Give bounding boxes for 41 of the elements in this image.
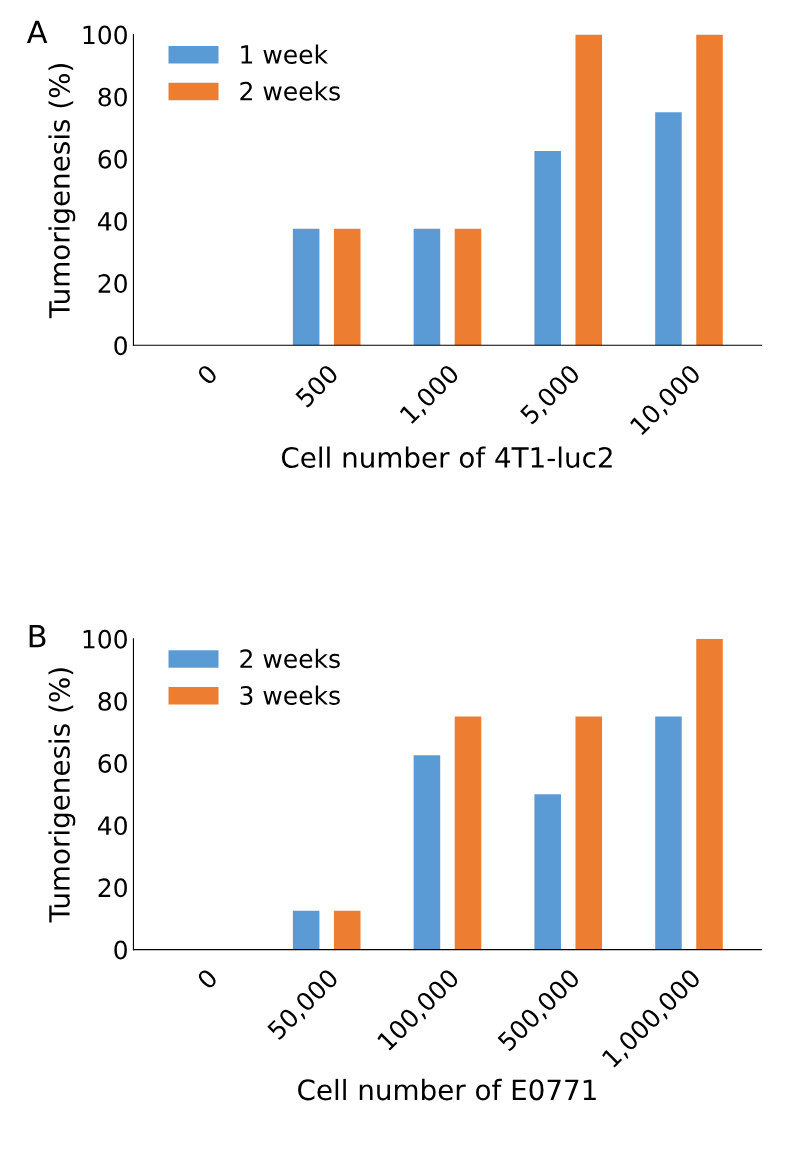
y-tick-label: 40	[98, 816, 127, 836]
bar	[413, 228, 441, 346]
y-tick-label: 0	[114, 336, 127, 356]
y-tick-label: 80	[98, 691, 127, 711]
y-tick-label: 40	[98, 211, 127, 231]
legend-label: 2 weeks	[240, 648, 340, 669]
bar	[534, 151, 561, 346]
y-tick-label: 20	[98, 878, 127, 898]
x-tick-label: 500	[294, 363, 340, 409]
x-tick-label: 0	[196, 967, 219, 991]
y-tick-label: 100	[83, 25, 127, 45]
y-tick-label: 60	[98, 754, 127, 773]
y-tick-label: 20	[98, 274, 127, 293]
bar	[696, 638, 723, 950]
bar	[696, 34, 723, 346]
legend-label: 1 week	[241, 44, 328, 64]
y-tick-label: 60	[98, 149, 127, 169]
bar	[534, 794, 561, 950]
y-tick-label: 100	[83, 629, 127, 649]
bar	[413, 755, 441, 950]
y-axis-title: Tumorigenesis (%)	[48, 64, 76, 319]
bar	[575, 716, 603, 950]
bar	[333, 910, 361, 950]
x-axis-title: Cell number of 4T1-luc2	[281, 446, 612, 468]
legend-label: 2 weeks	[240, 81, 340, 101]
y-axis-title: Tumorigenesis (%)	[48, 668, 76, 923]
y-tick-label: 0	[114, 940, 127, 960]
x-tick-label: 0	[196, 363, 219, 386]
bar	[655, 716, 682, 950]
bar	[655, 112, 682, 346]
bar	[292, 228, 320, 346]
bar	[292, 910, 320, 950]
bar	[454, 716, 482, 950]
legend-label: 3 weeks	[240, 685, 340, 705]
chart-title: B	[29, 624, 46, 648]
bar	[454, 228, 482, 346]
x-axis-title: Cell number of E0771	[298, 1078, 596, 1101]
bar	[333, 228, 361, 346]
bar	[575, 34, 603, 346]
chart-title: A	[26, 20, 48, 43]
y-tick-label: 80	[98, 87, 127, 107]
